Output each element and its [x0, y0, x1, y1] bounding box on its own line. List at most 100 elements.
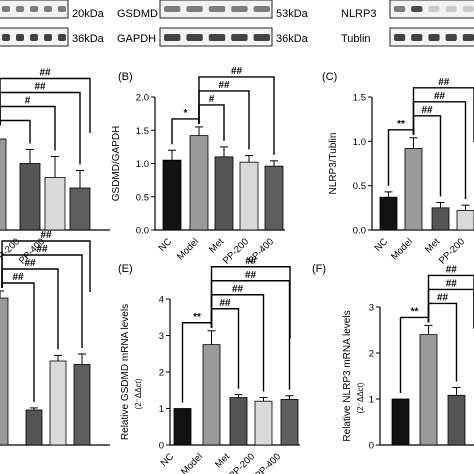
panel-letter: (F)	[312, 263, 326, 275]
category-label: PP-200	[437, 236, 467, 266]
y-axis-label: GSDMD/GAPDH	[111, 126, 122, 202]
bar	[214, 156, 234, 231]
blot-control-band	[394, 34, 406, 41]
bar	[431, 207, 450, 231]
y-tick-label: 2	[159, 368, 164, 379]
y-tick-label: 0.5	[136, 192, 149, 203]
blot-kda-label: 53kDa	[276, 8, 309, 20]
panel-letter: (E)	[118, 263, 133, 275]
blot-control-label: GAPDH	[117, 33, 156, 45]
significance-label: ##	[437, 292, 449, 303]
bar	[189, 135, 209, 231]
bar	[162, 159, 182, 231]
y-tick-label: 2	[369, 349, 374, 360]
panel-letter: (B)	[118, 71, 133, 83]
significance-label: ##	[446, 278, 458, 289]
category-label: NC	[157, 236, 175, 254]
bar	[419, 334, 438, 446]
blot-protein-label: GSDMD	[117, 8, 158, 20]
y-tick-label: 1.0	[353, 137, 366, 148]
significance-bracket	[0, 119, 31, 144]
blot-control-band	[44, 34, 52, 41]
blot-band	[253, 6, 270, 12]
blot-control-label: Tublin	[341, 33, 371, 45]
y-tick-label: 1.5	[136, 126, 149, 137]
blot-control-band	[186, 34, 203, 41]
y-tick-label: 1	[369, 395, 374, 406]
blot-kda-label: 36kDa	[276, 33, 309, 45]
y-axis-label: Relative NLRP3 mRNA levels	[342, 310, 353, 441]
y-tick-label: 0.0	[353, 226, 366, 237]
significance-label: #	[25, 96, 31, 107]
y-tick-label: 0.5	[353, 181, 366, 192]
blot-control-band	[16, 34, 24, 41]
bar	[0, 297, 9, 446]
significance-label: ##	[434, 91, 446, 102]
significance-bracket	[412, 87, 474, 143]
bar	[239, 161, 259, 231]
y-tick-label: 1	[159, 404, 164, 415]
blot-control-band	[208, 34, 226, 41]
blot-band	[16, 6, 24, 12]
y-tick-label: 0	[159, 441, 164, 452]
bar	[404, 148, 423, 231]
bar	[229, 397, 248, 446]
bar	[19, 163, 41, 231]
significance-label: ##	[438, 77, 450, 88]
significance-label: ##	[12, 272, 24, 283]
y-axis-label: NLRP3/Tublin	[328, 133, 339, 195]
significance-label: ##	[34, 82, 46, 93]
blot-control-band	[164, 34, 181, 41]
panel-letter: (C)	[322, 71, 337, 83]
blot-control-band	[58, 34, 66, 41]
blot-band	[428, 6, 440, 12]
significance-label: *	[184, 108, 188, 119]
blot-kda-label: 20kDa	[72, 8, 105, 20]
significance-label: ##	[24, 258, 36, 269]
significance-bracket	[198, 76, 275, 155]
blot-band	[411, 6, 423, 12]
y-tick-label: 0	[369, 441, 374, 452]
y-tick-label: 1.0	[136, 159, 149, 170]
category-label: Model	[179, 451, 205, 474]
bar	[379, 196, 398, 231]
category-label: PP-200	[227, 451, 257, 474]
bar	[173, 408, 192, 446]
significance-label: ##	[231, 66, 243, 77]
bar	[280, 398, 299, 446]
category-label: NC	[159, 451, 177, 469]
significance-bracket	[210, 266, 291, 339]
bar	[73, 364, 91, 446]
category-label: Met	[423, 236, 442, 255]
bar	[391, 398, 410, 446]
bar	[447, 394, 466, 446]
bar	[264, 165, 284, 231]
blot-kda-label: 36kDa	[72, 33, 105, 45]
blot-band	[462, 6, 474, 12]
blot-control-band	[2, 34, 10, 41]
blot-band	[186, 6, 203, 12]
category-label: Model	[389, 236, 415, 262]
significance-label: **	[193, 312, 201, 323]
blot-control-band	[445, 34, 457, 41]
blot-band	[30, 6, 38, 12]
significance-label: ##	[446, 264, 458, 275]
y-axis-label: (2⁻ΔΔct)	[356, 382, 365, 413]
blot-control-band	[411, 34, 423, 41]
blot-control-band	[231, 34, 248, 41]
blot-protein-label: NLRP3	[341, 8, 376, 20]
blot-band	[2, 6, 10, 12]
significance-label: ##	[245, 270, 257, 281]
blot-control-band	[30, 34, 38, 41]
blot-band	[231, 6, 248, 12]
y-axis-label: (2⁻ΔΔct)	[134, 378, 143, 409]
bar	[25, 409, 43, 446]
significance-label: ##	[40, 230, 52, 241]
significance-label: ##	[36, 244, 48, 255]
blot-strip	[389, 0, 474, 19]
bar	[44, 177, 66, 231]
significance-bracket	[427, 274, 474, 329]
blot-band	[58, 6, 66, 12]
category-label: Met	[207, 236, 226, 255]
